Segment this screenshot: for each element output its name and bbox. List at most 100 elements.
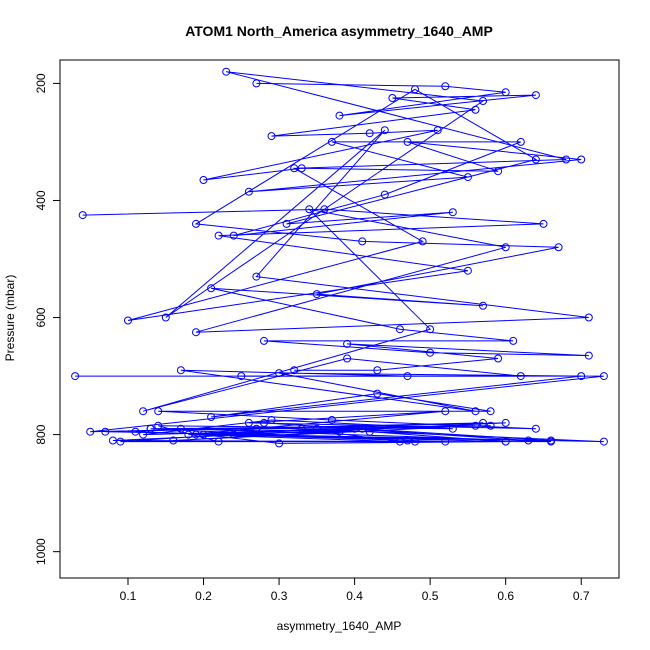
data-point [373, 366, 382, 375]
data-point [463, 266, 472, 275]
data-point [222, 67, 231, 76]
data-point [479, 301, 487, 310]
data-point [531, 424, 540, 433]
data-point [305, 205, 314, 214]
y-tick-label: 600 [34, 307, 48, 327]
data-point [327, 137, 336, 146]
data-point [448, 208, 457, 217]
data-point [71, 372, 80, 381]
plot-area [71, 67, 608, 448]
x-tick-label: 0.3 [271, 589, 288, 603]
data-point [441, 407, 450, 416]
data-point [101, 427, 110, 436]
data-point [131, 427, 140, 436]
data-point [282, 219, 291, 228]
data-point [229, 231, 238, 240]
data-point [154, 421, 163, 430]
data-point [192, 219, 200, 228]
data-point [501, 418, 510, 427]
chart-title: ATOM1 North_America asymmetry_1640_AMP [185, 23, 493, 39]
data-point [509, 336, 518, 345]
y-tick-label: 400 [34, 190, 48, 210]
data-point [116, 437, 125, 446]
data-point [154, 407, 163, 416]
x-tick-label: 0.5 [422, 589, 439, 603]
data-point [471, 407, 480, 416]
y-tick-label: 1000 [34, 538, 48, 565]
series-1 [71, 372, 608, 448]
data-point [433, 126, 442, 135]
data-point [411, 85, 419, 94]
data-point [463, 173, 472, 182]
data-point [584, 313, 593, 322]
data-point [531, 91, 540, 100]
data-point [448, 424, 457, 433]
data-point [577, 155, 586, 164]
data-point [139, 430, 148, 439]
data-point [335, 427, 344, 436]
data-point [192, 430, 200, 439]
x-tick-label: 0.7 [573, 589, 590, 603]
data-point [297, 424, 306, 433]
data-point [260, 336, 268, 345]
plot-frame [59, 59, 620, 579]
data-point [599, 437, 608, 446]
data-point [214, 437, 223, 446]
data-point [395, 437, 404, 446]
data-point [486, 421, 495, 430]
data-point [531, 155, 540, 164]
data-point [176, 424, 185, 433]
y-axis: 200 400 600 800 1000 [34, 73, 61, 565]
data-point [350, 424, 359, 433]
data-point [320, 205, 329, 214]
data-point [335, 111, 344, 120]
data-point [244, 187, 253, 196]
data-point [365, 129, 374, 138]
data-point [207, 284, 216, 293]
data-point [229, 430, 238, 439]
data-point [441, 437, 450, 446]
data-point [584, 351, 593, 360]
data-point [501, 88, 510, 97]
x-tick-label: 0.2 [195, 589, 212, 603]
data-point [252, 79, 261, 88]
x-tick-label: 0.6 [497, 589, 514, 603]
series-line [194, 82, 589, 371]
x-axis: 0.1 0.2 0.3 0.4 0.5 0.6 0.7 [120, 577, 590, 603]
data-point [516, 137, 525, 146]
data-point [252, 272, 261, 281]
data-point [169, 436, 178, 445]
x-tick-label: 0.1 [120, 589, 137, 603]
data-point [358, 237, 367, 246]
series-2 [192, 79, 593, 375]
data-point [312, 424, 321, 433]
data-point [501, 243, 510, 252]
data-point [395, 325, 404, 334]
data-point [373, 389, 382, 398]
data-point [494, 167, 503, 176]
data-point [403, 137, 412, 146]
data-point [207, 413, 216, 421]
data-point [411, 437, 419, 446]
data-point [343, 339, 352, 348]
data-point [599, 372, 608, 381]
data-point [365, 427, 374, 436]
data-point [78, 211, 87, 220]
data-point [252, 424, 261, 433]
x-axis-label: asymmetry_1640_AMP [277, 619, 402, 633]
data-point [297, 164, 306, 173]
data-point [327, 416, 336, 424]
data-point [275, 439, 284, 448]
data-point [494, 354, 503, 363]
data-point [139, 407, 148, 416]
data-point [161, 313, 170, 322]
data-point [380, 126, 389, 135]
data-point [539, 219, 548, 228]
data-point [192, 328, 200, 337]
data-point [214, 231, 223, 240]
data-point [403, 436, 412, 445]
data-point [524, 436, 533, 445]
data-point [124, 316, 132, 325]
data-point [547, 437, 555, 446]
